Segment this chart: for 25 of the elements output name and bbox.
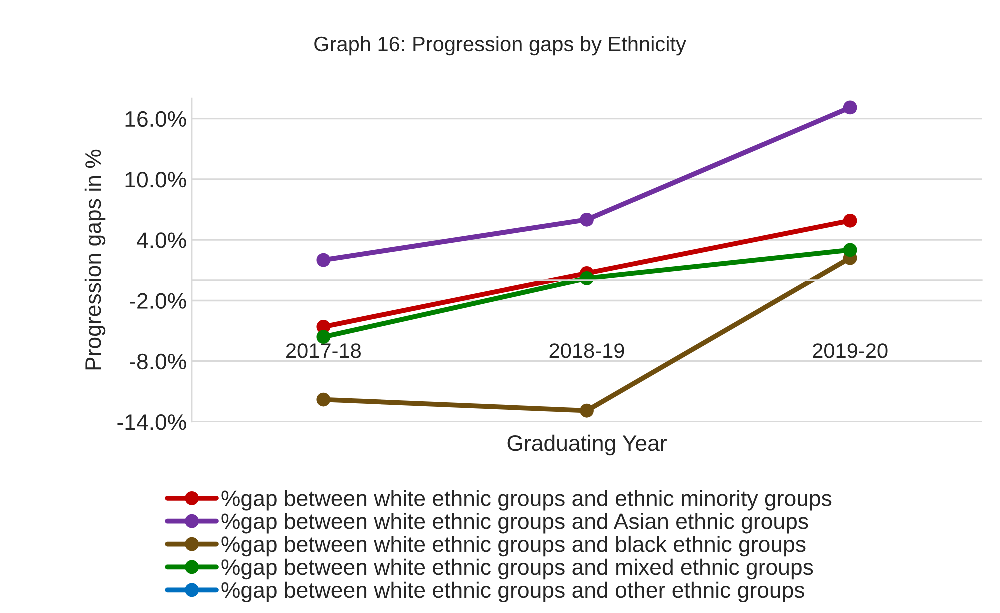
y-tick-label: -14.0%: [118, 414, 186, 430]
x-axis-title: Graduating Year: [508, 434, 667, 456]
legend-label: %gap between white ethnic groups and black ethnic groups: [222, 536, 806, 557]
point: [843, 100, 858, 115]
y-tick-label: 10.0%: [126, 172, 186, 188]
legend-label: %gap between white ethnic groups and mixed ethnic groups: [222, 558, 814, 580]
point: [843, 243, 858, 258]
x-tick-label: 2019-20: [813, 344, 888, 358]
x-tick-label: 2018-19: [550, 344, 624, 358]
y-tick-label: -8.0%: [130, 354, 186, 370]
chart-title: Graph 16: Progression gaps by Ethnicity: [314, 36, 686, 56]
legend-label: %gap between white ethnic groups and Asian ethnic groups: [222, 513, 808, 534]
y-tick-label: 16.0%: [126, 111, 186, 128]
point: [580, 404, 594, 418]
point: [316, 392, 331, 407]
legend-label: %gap between white ethnic groups and ethnic minority groups: [222, 490, 832, 511]
y-axis-title: Progression gaps in %: [84, 150, 106, 370]
x-tick-label: 2017-18: [286, 344, 361, 358]
point: [316, 253, 331, 268]
y-tick-label: -2.0%: [130, 293, 186, 309]
y-tick-label: 4.0%: [137, 232, 186, 248]
legend-label: %gap between white ethnic groups and other ethnic groups: [222, 582, 804, 603]
point: [316, 330, 331, 344]
point: [580, 212, 594, 227]
point: [843, 214, 858, 228]
